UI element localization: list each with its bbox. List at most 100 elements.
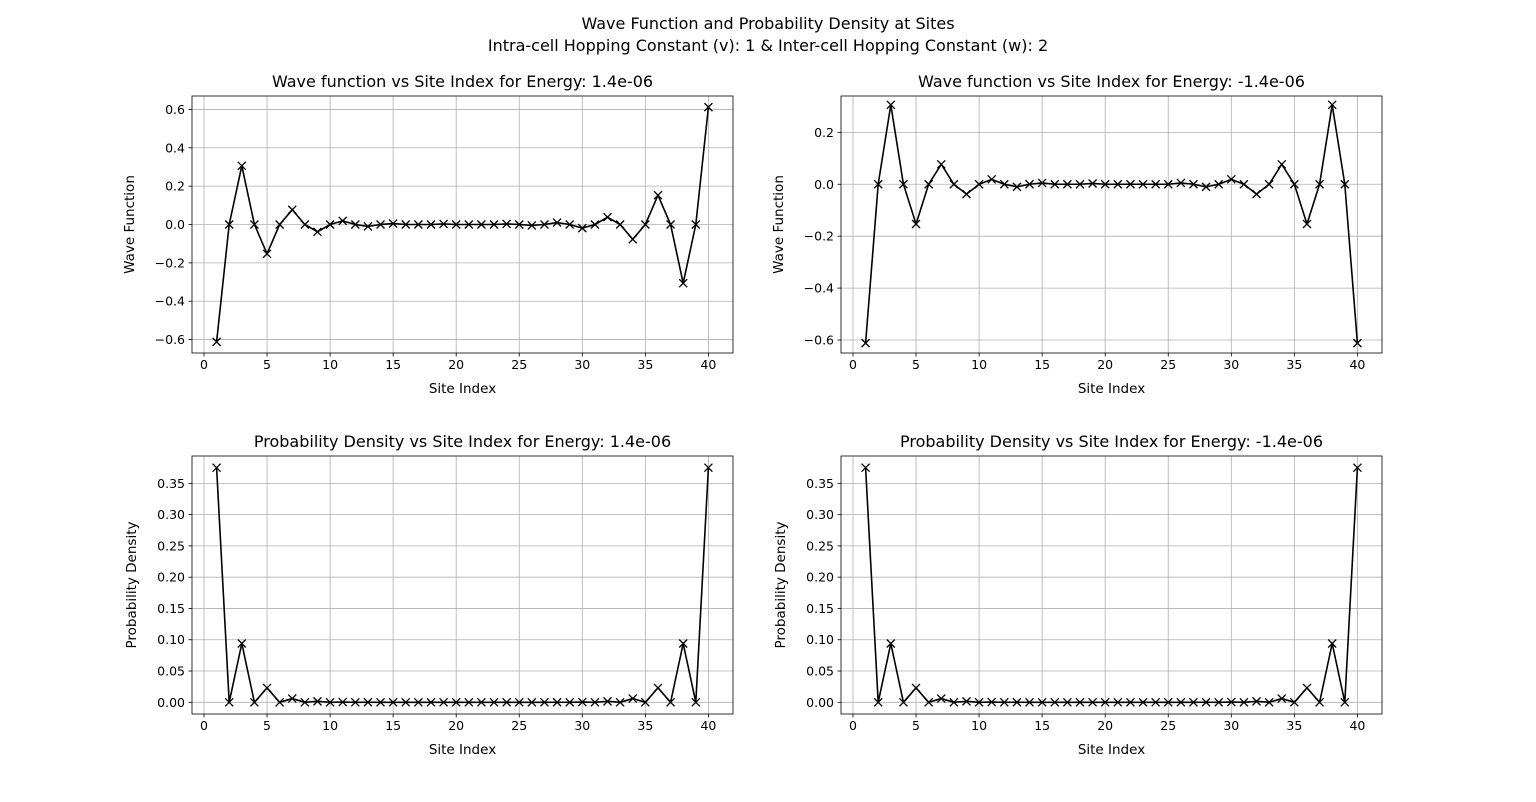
data-point-marker [1062,697,1072,707]
x-tick-label: 20 [448,357,464,372]
data-point-marker [603,696,612,706]
data-point-marker [1264,697,1274,707]
data-point-marker [1062,179,1072,189]
data-point-marker [388,697,398,707]
y-tick-label: 0.20 [157,570,185,585]
y-tick-label: −0.4 [804,281,834,296]
data-point-marker [401,220,411,229]
series-line [215,467,710,704]
data-point-marker [325,220,335,229]
y-tick-label: 0.15 [157,601,185,616]
y-tick-label: −0.6 [804,333,834,348]
data-point-marker [464,220,474,229]
data-point-marker [1226,697,1236,707]
data-point-marker [1138,697,1148,707]
data-point-marker [224,697,234,707]
y-tick-label: 0.0 [814,177,834,192]
y-axis-label: Wave Function [122,175,138,274]
data-point-marker [502,219,512,229]
y-tick-label: 0.10 [157,632,185,647]
data-point-marker [1113,697,1123,707]
data-point-marker [249,697,259,707]
data-point-marker [615,697,625,707]
data-point-marker [338,697,348,707]
chart-2: 0 5 10 15 20 25 30 35 40 −0.6 −0.4 −0.2 0.0 0.2 Wave f… [771,72,1383,397]
data-point-marker [1050,697,1060,707]
data-point-marker [1075,179,1085,189]
data-point-marker [628,694,638,704]
x-tick-label: 10 [971,718,987,733]
y-tick-label: 0.30 [806,507,834,522]
data-point-marker [936,694,946,704]
data-point-marker [949,697,959,707]
x-tick-label: 0 [849,357,857,372]
data-point-marker [577,697,587,707]
y-tick-label: −0.6 [155,332,185,347]
x-tick-label: 15 [1034,357,1050,372]
data-point-marker [237,639,247,648]
x-axis-label: Site Index [429,742,496,758]
data-point-marker [949,179,959,189]
data-point-marker [401,697,411,707]
data-point-marker [911,219,921,229]
data-point-marker [1138,179,1148,189]
data-point-marker [678,278,688,288]
data-point-marker [413,697,423,707]
data-point-marker [577,223,587,233]
x-tick-label: 35 [637,357,653,372]
data-point-marker [376,697,385,707]
data-point-marker [898,697,908,707]
data-point-marker [1025,697,1034,707]
y-tick-label: 0.00 [806,695,834,710]
data-point-marker [1075,697,1085,707]
data-point-marker [1277,159,1287,169]
axes-frame [840,455,1383,715]
data-point-marker [886,100,896,110]
data-point-marker [1289,697,1299,707]
data-point-marker [1302,219,1312,229]
x-tick-label: 30 [1223,718,1239,733]
data-point-marker [527,220,537,230]
y-tick-label: 0.30 [157,507,185,522]
data-point-marker [300,697,310,707]
x-tick-label: 10 [322,357,338,372]
data-point-marker [275,697,285,707]
data-point-marker [1125,697,1135,707]
data-point-marker [1302,683,1312,693]
data-point-marker [1352,338,1362,348]
y-tick-label: 0.25 [157,538,185,553]
x-tick-label: 25 [511,718,527,733]
x-tick-label: 20 [1097,718,1113,733]
data-point-marker [1050,179,1060,189]
data-point-marker [237,161,247,171]
y-tick-label: 0.10 [806,632,834,647]
data-point-marker [936,159,946,169]
data-point-marker [540,220,549,229]
data-point-marker [527,697,537,707]
y-tick-label: 0.2 [814,125,834,140]
series-line [215,107,710,342]
x-tick-label: 35 [637,718,653,733]
data-point-marker [1239,697,1249,707]
axes-frame [191,455,734,715]
x-tick-label: 15 [385,718,401,733]
data-point-marker [1125,179,1135,189]
data-point-marker [999,179,1009,189]
y-tick-label: 0.2 [165,179,185,194]
series-line [864,104,1359,344]
data-point-marker [313,227,322,237]
data-point-marker [1025,179,1034,189]
data-point-marker [552,218,562,228]
y-axis-label: Probability Density [124,522,140,649]
x-tick-label: 15 [1034,718,1050,733]
x-tick-label: 40 [700,718,716,733]
data-point-marker [861,338,871,348]
x-tick-label: 0 [200,718,208,733]
axes-frame [840,95,1383,354]
x-tick-label: 25 [1160,357,1176,372]
y-axis-label: Wave Function [771,175,787,274]
data-point-marker [873,697,883,707]
data-point-marker [962,189,971,199]
data-point-marker [666,697,676,707]
data-point-marker [640,220,650,229]
